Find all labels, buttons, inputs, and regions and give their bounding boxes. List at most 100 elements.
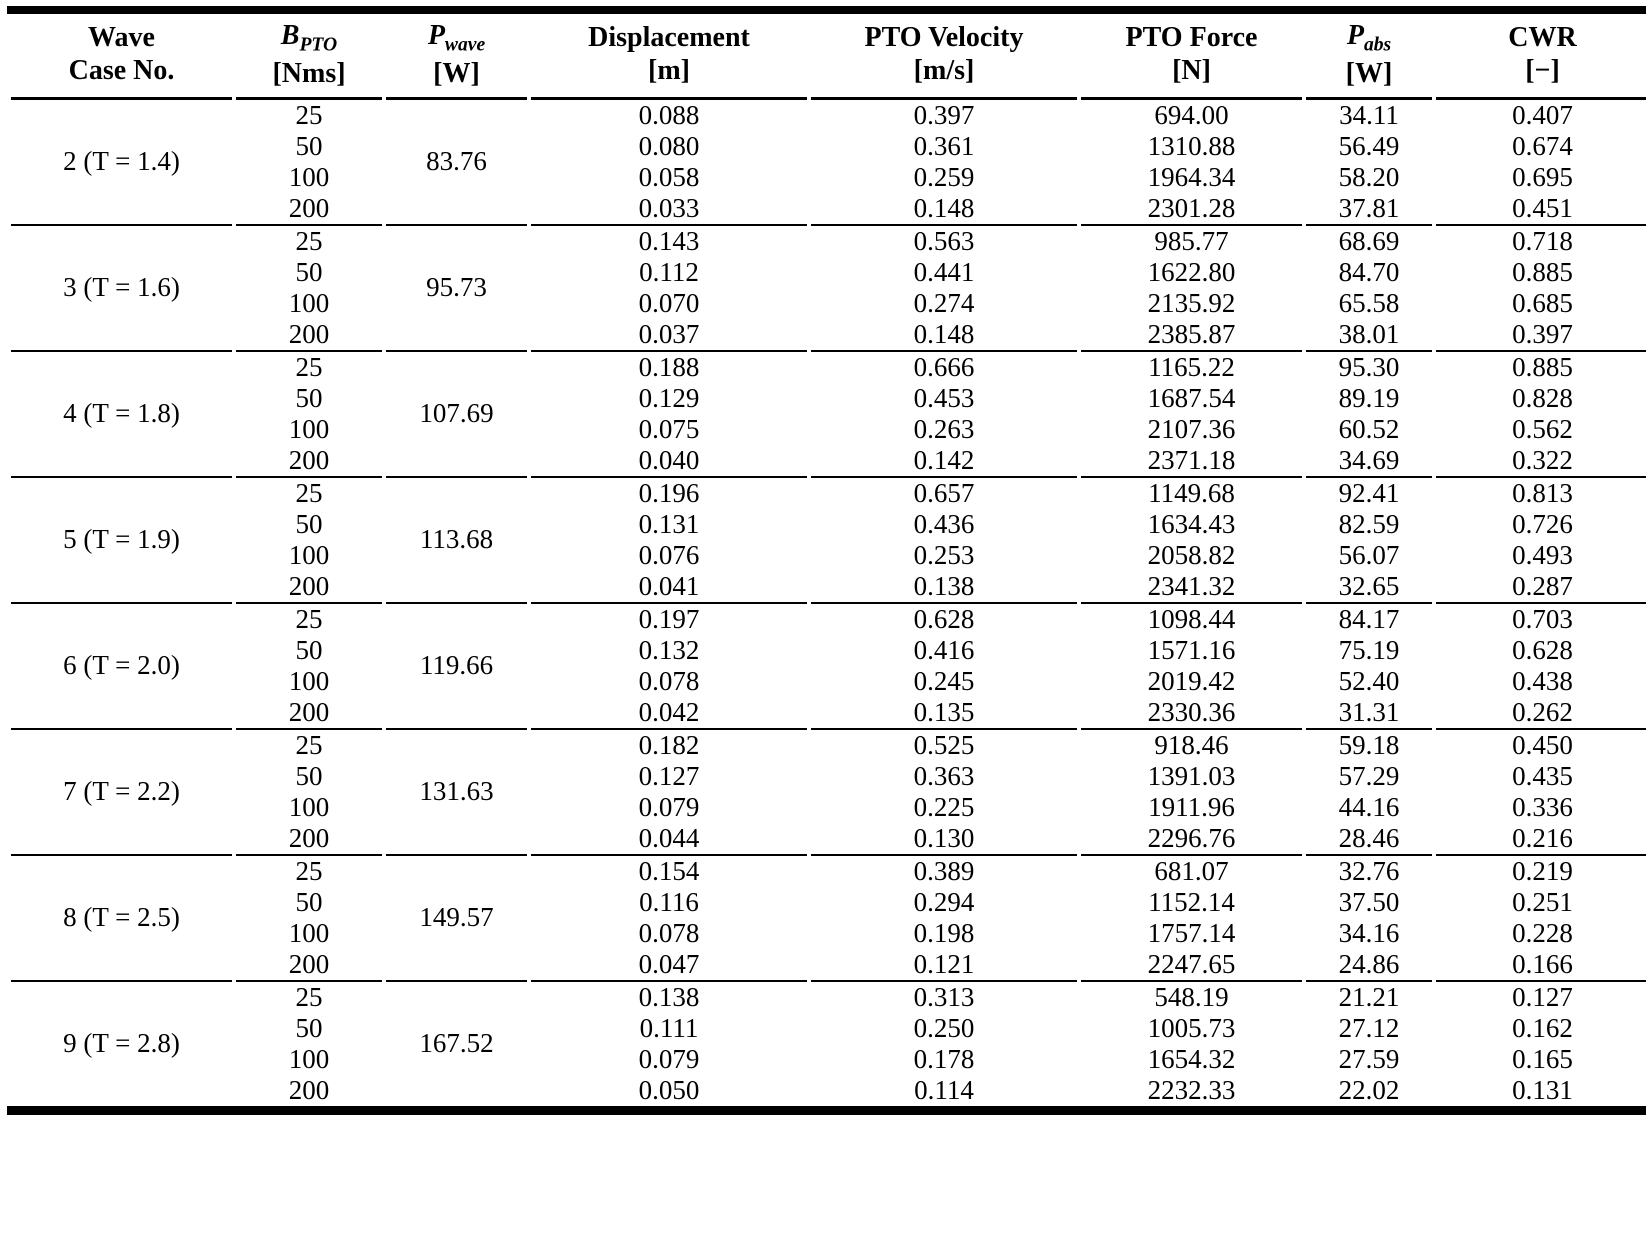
pabs-cell: 24.86	[1306, 949, 1432, 982]
force-cell: 2371.18	[1081, 445, 1302, 478]
table-row: 200 0.044 0.130 2296.76 28.46 0.216	[11, 823, 1646, 856]
velocity-cell: 0.263	[913, 413, 975, 444]
displacement-cell: 0.037	[531, 319, 807, 352]
bpto-cell: 50	[295, 634, 323, 665]
cwr-cell: 0.435	[1512, 760, 1573, 791]
displacement-cell: 0.154	[638, 855, 700, 886]
cwr-cell: 0.219	[1512, 855, 1573, 886]
bpto-cell: 100	[288, 917, 330, 948]
table-row: 200 0.037 0.148 2385.87 38.01 0.397	[11, 319, 1646, 352]
velocity-cell: 0.274	[913, 287, 975, 318]
pabs-cell: 32.76	[1338, 855, 1400, 886]
table-row: 8 (T = 2.5) 25 149.57 0.154 0.389 681.07 32.76…	[11, 855, 1646, 982]
bpto-cell: 200	[236, 823, 382, 856]
pabs-cell: 52.40	[1338, 665, 1400, 696]
displacement-cell: 0.112	[639, 256, 699, 287]
displacement-cell: 0.070	[638, 287, 700, 318]
displacement-cell: 0.127	[638, 760, 700, 791]
cwr-cell: 0.322	[1436, 445, 1646, 478]
table-row: 50 0.116 0.294 1152.14 37.50 0.251	[11, 887, 1646, 918]
displacement-cell: 0.129	[638, 382, 700, 413]
table-row: 50 0.129 0.453 1687.54 89.19 0.828	[11, 383, 1646, 414]
header-unit: [m]	[648, 55, 690, 87]
pwave-cell: 107.69	[386, 352, 527, 478]
displacement-cell: 0.050	[638, 1074, 700, 1105]
bpto-cell: 100	[288, 665, 330, 696]
velocity-cell: 0.666	[913, 351, 975, 382]
force-cell: 985.77	[1154, 225, 1229, 256]
wave-case-cell: 7 (T = 2.2)	[11, 730, 232, 856]
table-row: 200 0.047 0.121 2247.65 24.86 0.166	[11, 949, 1646, 982]
force-cell: 694.00	[1154, 99, 1229, 130]
force-cell: 2058.82	[1147, 539, 1236, 570]
pabs-cell: 21.21	[1338, 981, 1400, 1012]
displacement-cell: 0.079	[638, 791, 700, 822]
header-row: Wave Case No. BPTO [Nms] Pwave [W] Displ…	[11, 14, 1646, 100]
header-symbol: BPTO	[280, 20, 338, 56]
pabs-cell: 75.19	[1338, 634, 1400, 665]
bpto-cell: 25	[295, 855, 323, 886]
wave-case-cell: 2 (T = 1.4)	[11, 100, 232, 226]
velocity-cell: 0.259	[913, 161, 975, 192]
table-row: 50 0.131 0.436 1634.43 82.59 0.726	[11, 509, 1646, 540]
pabs-cell: 56.49	[1338, 130, 1400, 161]
header-unit: [N]	[1172, 55, 1211, 87]
force-cell: 1165.22	[1148, 351, 1235, 382]
pabs-cell: 84.17	[1338, 603, 1400, 634]
bpto-cell: 25	[295, 351, 323, 382]
pabs-cell: 58.20	[1338, 161, 1400, 192]
pabs-cell: 82.59	[1338, 508, 1400, 539]
header-symbol: Pabs	[1346, 20, 1392, 56]
displacement-cell: 0.047	[531, 949, 807, 982]
bpto-cell: 50	[295, 508, 323, 539]
col-header-cwr: CWR [−]	[1436, 14, 1646, 100]
pabs-cell: 44.16	[1338, 791, 1400, 822]
force-cell: 681.07	[1154, 855, 1229, 886]
displacement-cell: 0.078	[638, 917, 700, 948]
velocity-cell: 0.114	[914, 1074, 974, 1105]
force-cell: 1964.34	[1147, 161, 1236, 192]
force-cell: 548.19	[1154, 981, 1229, 1012]
force-cell: 918.46	[1154, 729, 1229, 760]
force-cell: 1622.80	[1147, 256, 1236, 287]
pabs-cell: 37.81	[1306, 193, 1432, 226]
cwr-cell: 0.228	[1512, 917, 1573, 948]
table-row: 100 0.058 0.259 1964.34 58.20 0.695	[11, 162, 1646, 193]
displacement-cell: 0.196	[638, 477, 700, 508]
force-cell: 1687.54	[1147, 382, 1236, 413]
force-cell: 2019.42	[1147, 665, 1236, 696]
cwr-cell: 0.493	[1512, 539, 1573, 570]
bpto-cell: 200	[236, 193, 382, 226]
pwave-cell: 83.76	[386, 100, 527, 226]
cwr-cell: 0.828	[1512, 382, 1573, 413]
force-cell: 2385.87	[1081, 319, 1302, 352]
cwr-cell: 0.813	[1512, 477, 1573, 508]
pabs-cell: 95.30	[1338, 351, 1400, 382]
table-row: 5 (T = 1.9) 25 113.68 0.196 0.657 1149.68 92.4…	[11, 477, 1646, 604]
displacement-cell: 0.076	[638, 539, 700, 570]
table-row: 2 (T = 1.4) 25 83.76 0.088 0.397 694.00 34.11 0…	[11, 99, 1646, 226]
force-cell: 1005.73	[1147, 1012, 1236, 1043]
pabs-cell: 89.19	[1338, 382, 1400, 413]
cwr-cell: 0.336	[1512, 791, 1573, 822]
displacement-cell: 0.042	[531, 697, 807, 730]
header-unit: [−]	[1525, 55, 1560, 87]
table-row: 100 0.079 0.225 1911.96 44.16 0.336	[11, 792, 1646, 823]
velocity-cell: 0.253	[913, 539, 975, 570]
bpto-cell: 25	[295, 603, 323, 634]
velocity-cell: 0.397	[913, 99, 975, 130]
bpto-cell: 100	[288, 161, 330, 192]
bpto-cell: 100	[288, 1043, 330, 1074]
cwr-cell: 0.216	[1436, 823, 1646, 856]
table-header: Wave Case No. BPTO [Nms] Pwave [W] Displ…	[11, 14, 1646, 100]
table-row: 200 0.050 0.114 2232.33 22.02 0.131	[11, 1075, 1646, 1106]
wave-case-cell: 5 (T = 1.9)	[11, 478, 232, 604]
displacement-cell: 0.182	[638, 729, 700, 760]
velocity-cell: 0.135	[811, 697, 1077, 730]
cwr-cell: 0.703	[1512, 603, 1573, 634]
displacement-cell: 0.197	[638, 603, 700, 634]
velocity-cell: 0.121	[811, 949, 1077, 982]
displacement-cell: 0.088	[638, 99, 700, 130]
pwave-cell: 167.52	[419, 1028, 494, 1059]
pabs-cell: 60.52	[1338, 413, 1400, 444]
